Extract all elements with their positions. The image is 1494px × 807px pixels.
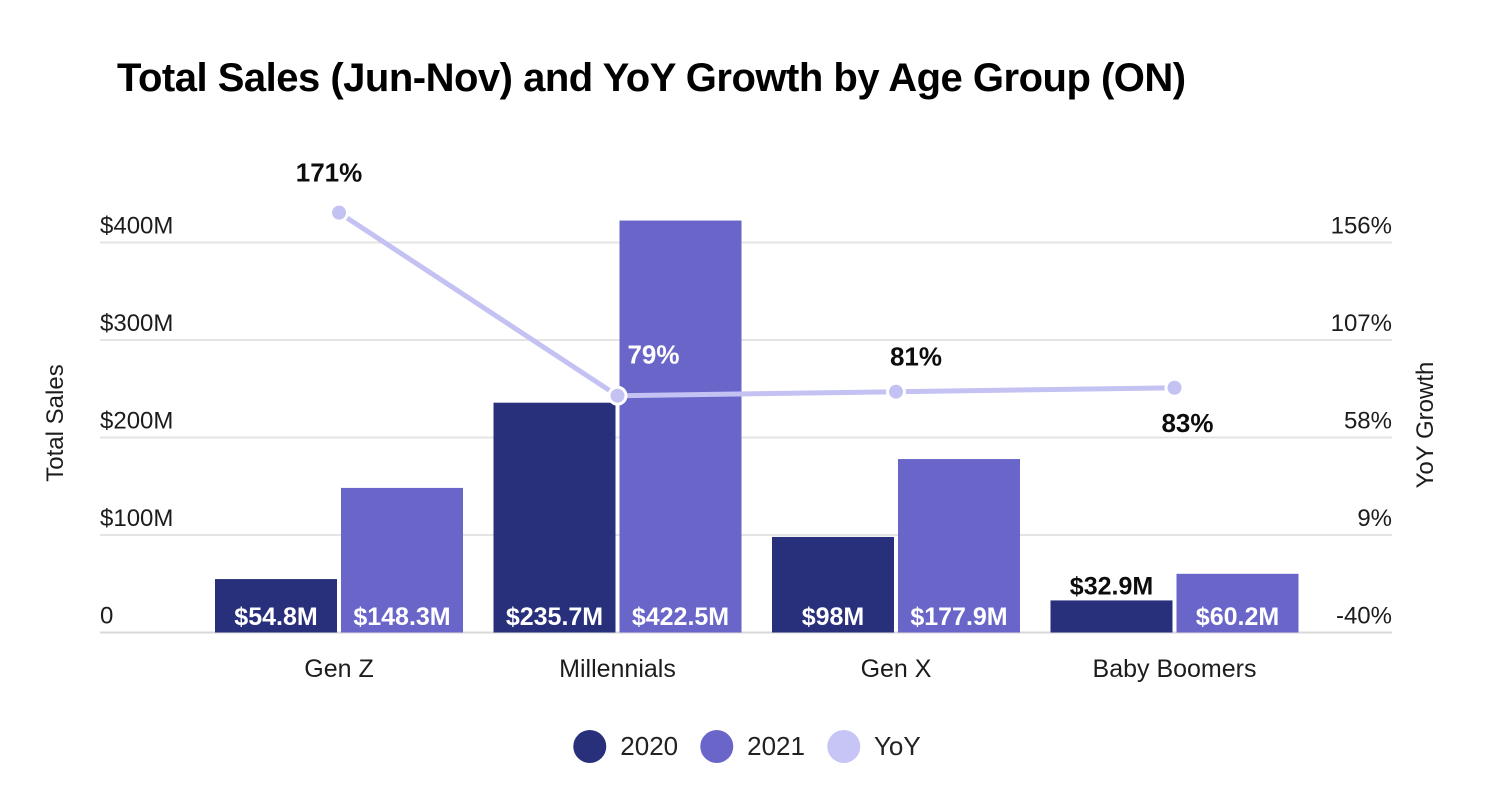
bar-2021-baby-boomers[interactable] [1176,573,1299,633]
yoy-line [336,210,1177,399]
chart-title: Total Sales (Jun-Nov) and YoY Growth by … [117,56,1186,100]
yoy-point-gen-z[interactable] [329,202,349,223]
legend: 2020 2021 YoY [573,730,921,763]
yoy-point-millennials[interactable] [607,385,628,406]
y-axis-tick-right: 156% [1331,213,1392,240]
yoy-point-baby-boomers[interactable] [1164,377,1185,398]
bar-2020-millennials[interactable] [493,402,616,633]
yoy-value-label: 83% [1161,408,1213,438]
y-axis-tick-right: 9% [1357,505,1392,532]
legend-label-2021: 2021 [747,731,805,761]
bar-value-label: $32.9M [1070,572,1153,600]
y-axis-tick-left: $300M [100,310,173,337]
y-axis-tick-left: $100M [100,505,173,532]
left-axis-title: Total Sales [42,364,69,481]
bar-value-label: $422.5M [632,603,729,631]
x-axis-label-gen-x: Gen X [861,655,932,683]
y-axis-tick-left: $400M [100,213,173,240]
yoy-value-label: 79% [627,340,679,370]
bar-value-label: $60.2M [1196,603,1279,631]
bar-2020-baby-boomers[interactable] [1050,600,1173,633]
bar-value-label: $177.9M [910,603,1007,631]
legend-label-2020: 2020 [620,731,679,761]
bar-2021-gen-z[interactable] [341,487,463,633]
x-axis-label-gen-z: Gen Z [304,655,373,683]
y-axis-tick-right: -40% [1336,603,1392,630]
bar-2021-millennials[interactable] [619,220,742,633]
y-axis-tick-right: 107% [1331,310,1392,337]
right-axis-title: YoY Growth [1412,362,1439,489]
legend-item-yoy[interactable]: YoY [826,730,921,763]
legend-swatch-2020-icon [573,730,607,763]
bar-value-label: $148.3M [353,603,450,631]
x-axis-label-millennials: Millennials [559,655,676,683]
y-axis-tick-left: $200M [100,408,173,435]
legend-label-yoy: YoY [873,731,921,761]
bar-2021-gen-x[interactable] [898,459,1020,633]
legend-swatch-2021-icon [700,730,734,763]
y-axis-tick-left: 0 [100,603,113,630]
bar-2020-gen-x[interactable] [772,536,894,633]
legend-item-2021[interactable]: 2021 [700,730,805,763]
bar-value-label: $98M [802,603,865,631]
yoy-value-label: 171% [296,158,363,188]
bar-2020-gen-z[interactable] [215,579,337,633]
yoy-value-label: 81% [890,342,942,372]
legend-item-2020[interactable]: 2020 [573,730,678,763]
legend-swatch-yoy-icon [826,730,860,763]
bar-value-label: $235.7M [506,603,603,631]
yoy-point-gen-x[interactable] [886,381,906,402]
bar-value-label: $54.8M [234,603,317,631]
x-axis-label-baby-boomers: Baby Boomers [1093,655,1257,683]
y-axis-tick-right: 58% [1344,408,1392,435]
